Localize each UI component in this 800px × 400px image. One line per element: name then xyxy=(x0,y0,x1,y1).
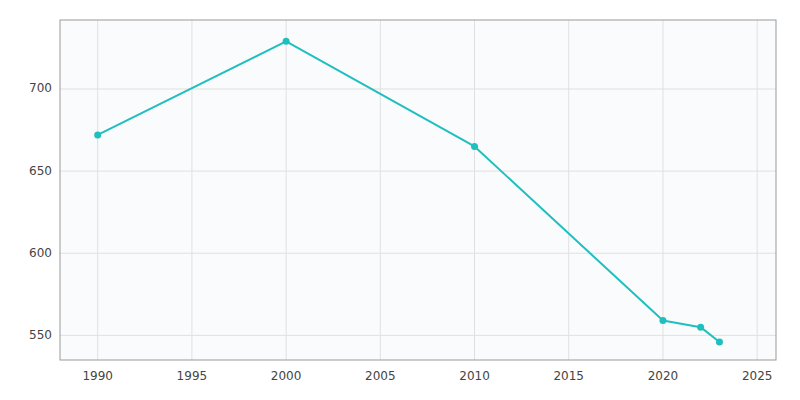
chart-container: 550 600 650 700 1990 1995 2000 2005 2010 2015 2020… xyxy=(0,0,800,400)
y-tick-label: 700 xyxy=(29,81,52,95)
y-grid-line xyxy=(60,88,776,89)
y-grid-line xyxy=(60,335,776,336)
point xyxy=(94,131,101,138)
x-grid-line xyxy=(474,20,475,360)
point xyxy=(697,324,704,331)
x-tick-label: 1995 xyxy=(177,369,208,383)
axes: 550 600 650 700 1990 1995 2000 2005 2010 2015 2020… xyxy=(29,81,772,383)
x-grid-line xyxy=(662,20,663,360)
plot-frame xyxy=(60,20,776,360)
x-tick-label: 2015 xyxy=(553,369,584,383)
point xyxy=(283,38,290,45)
x-grid-line xyxy=(286,20,287,360)
point xyxy=(659,317,666,324)
y-tick-label: 550 xyxy=(29,328,52,342)
x-tick-label: 2020 xyxy=(648,369,679,383)
chart-svg: 550 600 650 700 1990 1995 2000 2005 2010 2015 2020… xyxy=(0,0,800,400)
x-tick-label: 2000 xyxy=(271,369,302,383)
x-tick-label: 2025 xyxy=(742,369,773,383)
x-tick-label: 2010 xyxy=(459,369,490,383)
y-grid-line xyxy=(60,253,776,254)
point xyxy=(716,338,723,345)
x-grid-line xyxy=(191,20,192,360)
y-grid-line xyxy=(60,171,776,172)
x-tick-label: 1990 xyxy=(82,369,113,383)
x-grid-line xyxy=(757,20,758,360)
point xyxy=(471,143,478,150)
grid xyxy=(60,20,776,360)
y-tick-label: 600 xyxy=(29,246,52,260)
plot-background xyxy=(60,20,776,360)
x-grid-line xyxy=(380,20,381,360)
y-tick-label: 650 xyxy=(29,164,52,178)
x-grid-line xyxy=(97,20,98,360)
x-tick-label: 2005 xyxy=(365,369,396,383)
series xyxy=(94,38,723,346)
line xyxy=(98,41,720,342)
x-grid-line xyxy=(568,20,569,360)
